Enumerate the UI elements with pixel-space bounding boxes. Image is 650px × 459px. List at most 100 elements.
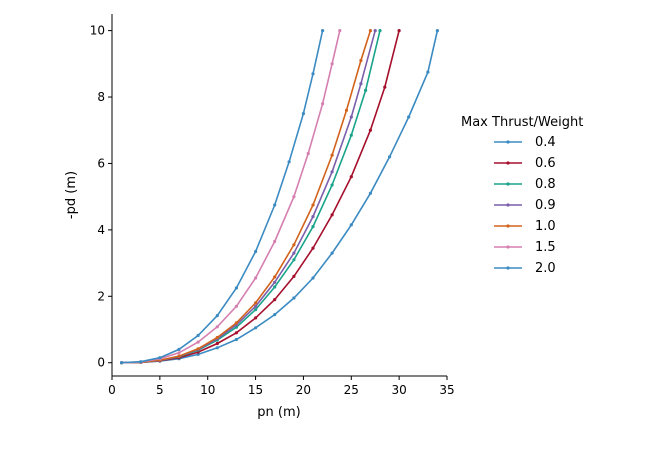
x-tick-label: 20 bbox=[296, 383, 311, 397]
data-point bbox=[273, 285, 277, 289]
legend-marker bbox=[506, 140, 510, 144]
data-point bbox=[273, 239, 277, 244]
data-point bbox=[254, 308, 258, 312]
data-point bbox=[196, 347, 200, 351]
data-point bbox=[273, 298, 277, 302]
legend-label: 1.0 bbox=[535, 219, 556, 234]
y-tick-label: 8 bbox=[97, 90, 105, 104]
x-axis-label: pn (m) bbox=[257, 405, 300, 420]
data-point bbox=[273, 275, 277, 279]
legend-label: 0.6 bbox=[535, 156, 556, 171]
data-point bbox=[215, 314, 219, 318]
series-0.6 bbox=[120, 29, 401, 365]
data-point bbox=[330, 213, 334, 217]
data-point bbox=[311, 246, 315, 250]
data-point bbox=[311, 225, 315, 229]
x-tick-label: 15 bbox=[248, 383, 263, 397]
data-point bbox=[196, 340, 200, 344]
x-tick-label: 35 bbox=[439, 383, 454, 397]
data-point bbox=[373, 29, 377, 33]
series-1.0 bbox=[120, 29, 372, 365]
data-point bbox=[368, 191, 372, 195]
data-point bbox=[254, 316, 258, 320]
data-point bbox=[306, 151, 310, 156]
data-point bbox=[349, 175, 353, 179]
data-point bbox=[321, 29, 325, 33]
legend-title: Max Thrust/Weight bbox=[461, 115, 583, 130]
series-1.5 bbox=[120, 29, 342, 365]
legend-marker bbox=[506, 266, 510, 270]
legend-item: 1.5 bbox=[494, 240, 556, 255]
series-0.4 bbox=[120, 29, 439, 365]
legend-marker bbox=[506, 203, 510, 207]
y-tick-label: 2 bbox=[97, 289, 105, 303]
x-tick-label: 10 bbox=[200, 383, 215, 397]
data-point bbox=[349, 223, 353, 227]
data-point bbox=[349, 115, 353, 119]
data-point bbox=[368, 128, 372, 132]
data-point bbox=[388, 155, 392, 159]
data-point bbox=[292, 195, 296, 199]
data-point bbox=[349, 133, 353, 137]
legend-item: 0.9 bbox=[494, 198, 556, 213]
x-tick-label: 5 bbox=[156, 383, 164, 397]
data-point bbox=[234, 331, 238, 335]
data-point bbox=[158, 356, 162, 360]
data-point bbox=[234, 321, 238, 325]
data-point bbox=[330, 251, 334, 255]
legend-item: 0.4 bbox=[494, 135, 556, 150]
data-point bbox=[234, 304, 238, 308]
x-tick-label: 30 bbox=[392, 383, 407, 397]
data-point bbox=[287, 160, 291, 164]
data-point bbox=[321, 102, 325, 106]
data-point bbox=[120, 361, 124, 365]
data-point bbox=[426, 70, 430, 74]
data-point bbox=[311, 203, 315, 207]
legend-marker bbox=[506, 161, 510, 165]
data-point bbox=[435, 29, 439, 33]
data-point bbox=[254, 249, 258, 254]
data-point bbox=[273, 280, 277, 284]
data-point bbox=[254, 326, 258, 330]
legend-label: 0.4 bbox=[535, 135, 556, 150]
data-point bbox=[368, 29, 372, 33]
data-point bbox=[344, 108, 349, 112]
y-tick-label: 10 bbox=[90, 24, 105, 38]
data-point bbox=[234, 286, 238, 290]
data-point bbox=[407, 115, 411, 119]
data-point bbox=[254, 304, 258, 308]
data-point bbox=[330, 153, 334, 157]
data-point bbox=[177, 347, 181, 351]
data-point bbox=[292, 258, 296, 262]
data-point bbox=[196, 352, 200, 356]
data-point bbox=[330, 170, 334, 174]
data-point bbox=[234, 337, 238, 342]
y-tick-label: 6 bbox=[97, 156, 105, 170]
data-point bbox=[311, 72, 315, 76]
axes: 0 5 10 15 20 25 30 35 0 2 4 6 8 10 bbox=[90, 14, 455, 397]
data-point bbox=[215, 335, 219, 340]
legend: Max Thrust/Weight 0.4 0.6 0.8 0.9 1.0 1.5 2.0 bbox=[461, 115, 583, 276]
legend-label: 0.9 bbox=[535, 198, 556, 213]
legend-item: 0.6 bbox=[494, 156, 556, 171]
y-axis-label: -pd (m) bbox=[64, 171, 79, 219]
data-point bbox=[330, 183, 334, 187]
legend-item: 1.0 bbox=[494, 219, 556, 234]
legend-marker bbox=[506, 245, 510, 249]
data-point bbox=[273, 203, 277, 207]
series-line-1.0 bbox=[121, 30, 372, 364]
data-point bbox=[330, 62, 334, 66]
plot-marks bbox=[120, 29, 439, 365]
series-line-1.5 bbox=[121, 30, 341, 364]
legend-label: 0.8 bbox=[535, 177, 556, 192]
data-point bbox=[215, 341, 219, 346]
series-line-0.9 bbox=[121, 30, 376, 364]
legend-label: 2.0 bbox=[535, 261, 556, 276]
x-tick-label: 0 bbox=[108, 383, 116, 397]
series-0.8 bbox=[120, 29, 382, 365]
data-point bbox=[139, 360, 143, 364]
legend-label: 1.5 bbox=[535, 240, 556, 255]
data-point bbox=[215, 346, 219, 350]
data-point bbox=[292, 243, 296, 247]
data-point bbox=[383, 85, 387, 89]
